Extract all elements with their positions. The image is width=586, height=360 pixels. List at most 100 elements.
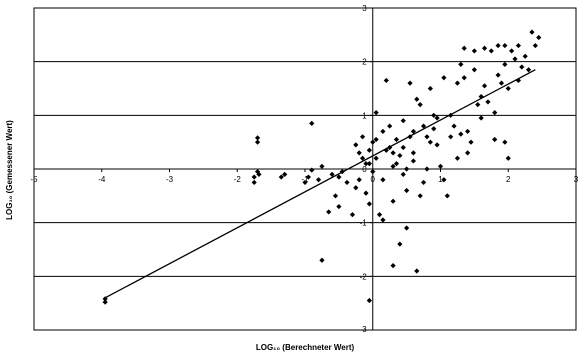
data-point <box>102 299 108 305</box>
data-point <box>387 144 393 151</box>
data-point <box>383 147 389 153</box>
x-tick-label: 1 <box>438 175 443 184</box>
x-axis-title: LOG₁₀ (Berechneter Wert) <box>256 343 355 352</box>
data-point <box>336 174 342 180</box>
data-point <box>339 169 345 175</box>
y-tick-label: 3 <box>362 4 367 13</box>
data-point <box>383 77 389 84</box>
data-point <box>380 217 386 223</box>
data-point <box>393 161 400 167</box>
data-point <box>451 123 457 129</box>
data-point <box>363 161 369 167</box>
data-point <box>448 112 454 118</box>
data-point <box>329 171 335 177</box>
data-point <box>400 118 406 124</box>
data-point <box>502 42 508 49</box>
data-point <box>407 134 413 140</box>
data-point <box>390 150 396 156</box>
data-point <box>102 296 108 302</box>
data-point <box>387 123 393 129</box>
data-point <box>441 177 447 183</box>
data-point <box>454 155 461 161</box>
data-point <box>305 174 311 180</box>
data-point <box>370 169 376 175</box>
data-point <box>410 128 416 135</box>
data-point <box>488 48 494 54</box>
data-point <box>454 80 461 86</box>
data-point <box>256 171 262 177</box>
data-point <box>424 166 430 172</box>
data-point <box>309 120 315 126</box>
data-point <box>532 42 538 49</box>
data-point <box>417 193 423 199</box>
data-point <box>390 163 396 169</box>
data-point <box>397 152 403 159</box>
data-point <box>393 136 400 143</box>
data-point <box>326 209 332 215</box>
data-point <box>414 268 420 274</box>
data-point <box>434 142 440 148</box>
data-point <box>536 34 542 41</box>
data-point <box>349 212 356 218</box>
data-point <box>420 123 427 129</box>
trendline-group <box>104 69 536 299</box>
data-point <box>376 212 383 218</box>
data-point <box>515 77 522 84</box>
data-point <box>366 297 372 304</box>
trendline <box>104 69 536 299</box>
data-point <box>509 48 515 54</box>
data-point <box>254 135 261 141</box>
data-point <box>332 193 339 199</box>
data-point <box>370 139 376 145</box>
data-point <box>417 102 423 108</box>
data-point <box>373 110 379 116</box>
data-point <box>356 177 362 183</box>
data-point <box>458 131 464 137</box>
data-point <box>254 139 261 145</box>
data-point <box>344 179 350 186</box>
y-tick-label: -1 <box>360 219 368 228</box>
data-point <box>366 147 372 153</box>
data-point <box>380 128 386 135</box>
data-point <box>481 45 488 51</box>
x-tick-label: -2 <box>234 175 242 184</box>
data-point <box>410 158 416 164</box>
data-point <box>302 179 308 186</box>
data-point <box>505 155 511 161</box>
data-point <box>471 48 477 54</box>
data-point <box>424 134 430 140</box>
data-point <box>336 203 342 210</box>
y-tick-label: 0 <box>362 165 367 174</box>
data-point <box>420 179 427 186</box>
data-point <box>515 42 522 49</box>
data-point <box>431 126 437 132</box>
data-point <box>465 128 471 135</box>
data-point <box>492 136 498 143</box>
data-point <box>278 174 284 180</box>
data-point <box>414 96 420 102</box>
data-point <box>309 167 315 173</box>
data-point <box>366 161 372 167</box>
data-point <box>410 150 416 156</box>
data-point <box>465 150 471 156</box>
data-point <box>512 56 518 62</box>
y-tick-label: 1 <box>362 111 367 120</box>
data-point <box>495 42 501 49</box>
data-point <box>390 198 396 204</box>
data-point <box>468 139 474 145</box>
data-point <box>441 75 447 81</box>
data-points <box>102 29 542 305</box>
data-point <box>481 83 488 89</box>
data-point <box>363 190 369 196</box>
data-point <box>444 193 450 199</box>
data-point <box>461 45 467 51</box>
data-point <box>478 93 484 100</box>
y-tick-label: -2 <box>360 272 368 281</box>
data-point <box>400 171 406 177</box>
data-point <box>492 110 498 116</box>
data-point <box>251 179 257 186</box>
y-axis-title: LOG₁₀ (Gemessener Wert) <box>5 120 14 220</box>
data-point <box>315 177 322 183</box>
data-point <box>431 112 437 118</box>
